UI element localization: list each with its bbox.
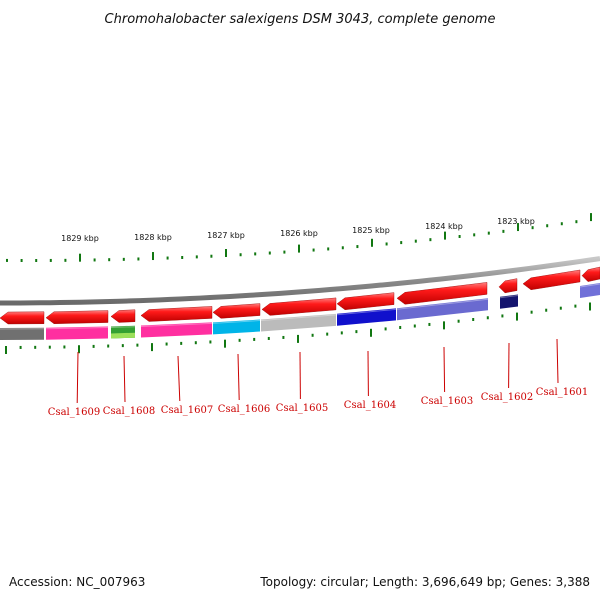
gene-color-block [0, 327, 44, 340]
gene-color-block [397, 298, 488, 321]
gene-arrow [0, 311, 45, 325]
gene-color-accent [111, 332, 135, 339]
gene-color-highlight [336, 308, 397, 316]
gene-label: Csal_1605 [276, 403, 328, 414]
gene-color-highlight [110, 326, 136, 328]
gene-arrow [45, 310, 109, 324]
gene-label: Csal_1609 [48, 407, 100, 418]
map-title: Chromohalobacter salexigens DSM 3043, co… [105, 12, 496, 27]
gene-color-block [141, 322, 212, 338]
gene-arrow [212, 303, 261, 319]
kbp-label: 1823 kbp [497, 217, 535, 226]
gene-leader-line [177, 355, 181, 402]
top-tick-ring [6, 213, 592, 262]
gene-labels: Csal_1609 Csal_1608 Csal_1607 Csal_1606 Csal… [48, 338, 588, 418]
gene-arrow [581, 266, 600, 282]
kbp-labels: 1829 kbp 1828 kbp 1827 kbp 1826 kbp 1825 kbp… [61, 217, 535, 243]
kbp-label: 1825 kbp [352, 226, 390, 235]
gene-label: Csal_1604 [344, 400, 396, 411]
gene-arrow [140, 306, 213, 322]
gene-arrow [396, 282, 488, 305]
backbone-line [0, 256, 600, 306]
gene-label: Csal_1607 [161, 405, 213, 416]
backbone-ring [0, 256, 600, 306]
gene-leader-line [556, 338, 559, 384]
kbp-label: 1827 kbp [207, 231, 245, 240]
gene-color-highlight [45, 327, 109, 330]
kbp-label: 1826 kbp [280, 229, 318, 238]
gene-leader-line [237, 353, 240, 401]
kbp-label: 1828 kbp [134, 233, 172, 242]
gene-label: Csal_1608 [103, 406, 155, 417]
gene-label: Csal_1601 [536, 387, 588, 398]
gene-arrow [110, 309, 136, 323]
gene-color-block [213, 319, 260, 335]
gene-label: Csal_1603 [421, 396, 473, 407]
gene-arrow [261, 297, 337, 316]
gene-arrow-ring [0, 266, 600, 325]
gene-color-highlight [140, 322, 213, 328]
gene-color-highlight [260, 314, 337, 321]
genome-stats-text: Topology: circular; Length: 3,696,649 bp… [260, 575, 590, 589]
gene-color-highlight [579, 283, 600, 288]
gene-leader-line [76, 351, 79, 404]
accession-text: Accession: NC_007963 [9, 575, 146, 589]
gene-arrow [498, 278, 518, 294]
gene-color-block [337, 308, 396, 326]
gene-label: Csal_1606 [218, 404, 270, 415]
gene-color-block [500, 294, 518, 309]
gene-color-block [261, 313, 336, 332]
gene-leader-line [123, 355, 126, 403]
gene-color-block [46, 326, 108, 340]
bottom-tick-ring [5, 302, 591, 354]
kbp-label: 1829 kbp [61, 234, 99, 243]
gene-arrow [522, 269, 581, 291]
gene-leader-line [443, 346, 446, 393]
gene-color-highlight [212, 320, 261, 324]
gene-color-highlight [396, 298, 489, 310]
gene-color-ring [0, 283, 600, 340]
gene-color-highlight [499, 294, 519, 299]
kbp-label: 1824 kbp [425, 222, 463, 231]
gene-arrow [336, 292, 395, 311]
gene-label: Csal_1602 [481, 392, 533, 403]
gene-color-block [580, 283, 600, 298]
